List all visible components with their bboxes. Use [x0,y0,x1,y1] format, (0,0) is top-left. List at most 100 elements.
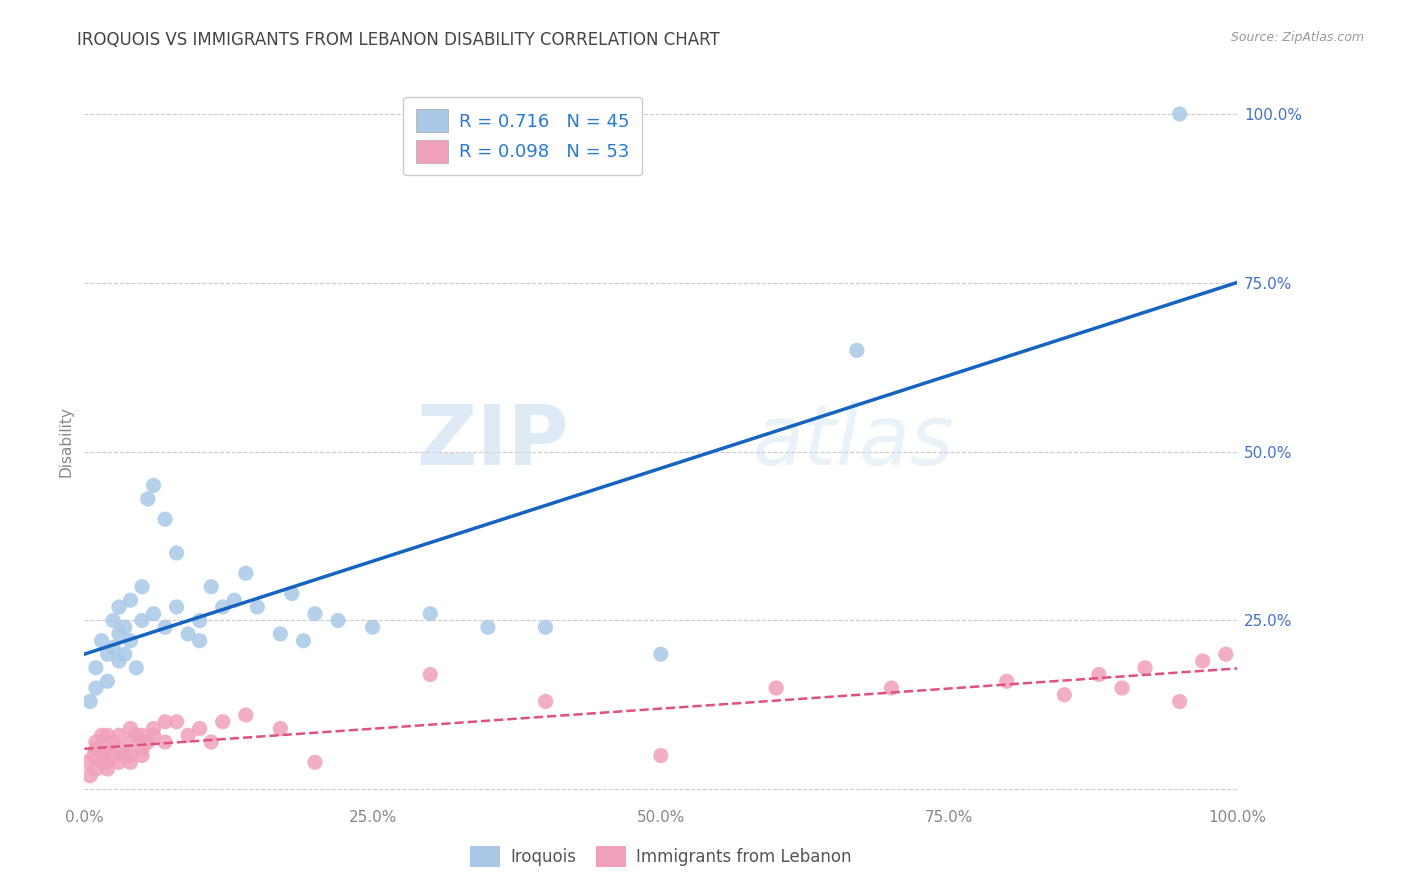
Point [1133,661,1156,675]
Point [200,735,222,749]
Point [96,674,118,689]
Point [211,714,233,729]
Point [269,722,291,736]
Point [96,647,118,661]
Point [108,599,131,614]
Point [125,728,148,742]
Point [361,620,384,634]
Point [90,748,112,763]
Point [136,491,159,506]
Point [114,620,136,634]
Point [131,580,153,594]
Point [125,661,148,675]
Point [96,728,118,742]
Point [304,607,326,621]
Point [108,627,131,641]
Point [120,748,142,763]
Point [534,694,557,708]
Point [1168,107,1191,121]
Point [188,614,211,628]
Point [79,769,101,783]
Point [1215,647,1237,661]
Point [419,667,441,681]
Point [142,722,165,736]
Point [96,756,118,770]
Point [1111,681,1133,695]
Text: IROQUOIS VS IMMIGRANTS FROM LEBANON DISABILITY CORRELATION CHART: IROQUOIS VS IMMIGRANTS FROM LEBANON DISA… [77,31,720,49]
Point [166,546,188,560]
Point [131,614,153,628]
Point [84,661,107,675]
Point [166,599,188,614]
Point [153,735,176,749]
Point [108,741,131,756]
Point [281,586,304,600]
Point [269,627,291,641]
Point [84,762,107,776]
Point [114,647,136,661]
Point [79,694,101,708]
Point [1088,667,1111,681]
Point [188,722,211,736]
Legend: Iroquois, Immigrants from Lebanon: Iroquois, Immigrants from Lebanon [464,839,858,874]
Point [534,620,557,634]
Point [304,756,326,770]
Point [1168,694,1191,708]
Point [103,640,124,655]
Point [880,681,903,695]
Point [142,478,165,492]
Point [200,580,222,594]
Point [995,674,1018,689]
Point [477,620,499,634]
Point [120,735,142,749]
Point [153,714,176,729]
Point [1053,688,1076,702]
Point [96,762,118,776]
Point [114,748,136,763]
Point [108,756,131,770]
Y-axis label: Disability: Disability [58,406,73,477]
Point [120,633,142,648]
Point [1191,654,1213,668]
Point [103,614,124,628]
Point [211,599,233,614]
Point [419,607,441,621]
Point [84,735,107,749]
Point [188,633,211,648]
Point [76,756,98,770]
Point [136,735,159,749]
Point [131,748,153,763]
Point [120,593,142,607]
Point [90,728,112,742]
Point [153,512,176,526]
Point [108,728,131,742]
Point [120,722,142,736]
Point [142,607,165,621]
Point [90,633,112,648]
Point [84,681,107,695]
Point [131,728,153,742]
Point [84,741,107,756]
Point [120,756,142,770]
Point [246,599,269,614]
Point [292,633,315,648]
Point [108,654,131,668]
Point [224,593,246,607]
Point [96,741,118,756]
Point [177,728,200,742]
Point [166,714,188,729]
Point [90,756,112,770]
Point [326,614,349,628]
Point [650,748,672,763]
Point [142,728,165,742]
Point [103,748,124,763]
Point [177,627,200,641]
Point [83,748,105,763]
Text: atlas: atlas [754,401,955,482]
Point [765,681,787,695]
Point [153,620,176,634]
Text: ZIP: ZIP [416,401,568,482]
Point [650,647,672,661]
Point [131,741,153,756]
Point [845,343,868,358]
